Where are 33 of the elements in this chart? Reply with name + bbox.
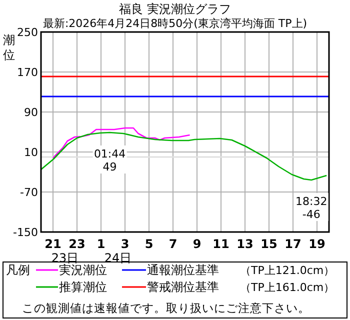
y-tick-label: -70: [20, 186, 38, 199]
text: （TP上161.0cm）: [240, 281, 335, 294]
x-tick-label: 9: [192, 237, 202, 251]
line-series: [40, 132, 328, 181]
chart-title: 福良 実況潮位グラフ: [119, 2, 231, 16]
x-tick-label: 17: [284, 237, 302, 251]
y-tick-label: 10: [24, 146, 38, 159]
y-axis-title: 潮位: [3, 33, 15, 62]
legend-label: 実況潮位: [59, 263, 107, 277]
x-tick-label: 7: [168, 237, 178, 251]
text: この観測値は速報値です。取り扱いにご注意下さい。: [22, 301, 310, 315]
x-tick-label: 19: [308, 237, 326, 251]
text: （TP上121.0cm）: [240, 264, 335, 277]
line-series: [52, 127, 190, 159]
x-tick-label: 11: [212, 237, 230, 251]
chart-subtitle: 最新:2026年4月24日8時50分(東京湾平均海面 TP上): [42, 17, 308, 30]
annotation: 18:32 -46: [296, 195, 328, 221]
legend-label: 警戒潮位基準: [147, 280, 219, 294]
x-tick-label: 1: [96, 237, 106, 251]
legend-label: 通報潮位基準: [147, 263, 219, 277]
x-tick-label: 3: [120, 237, 130, 251]
legend-label: 推算潮位: [59, 280, 107, 294]
y-tick-label: -150: [13, 226, 38, 239]
x-tick-label: 5: [144, 237, 154, 251]
x-tick-label: 15: [260, 237, 278, 251]
legend-title: 凡例: [6, 263, 30, 277]
y-tick-label: 250: [17, 26, 38, 39]
y-tick-label: 170: [17, 66, 38, 79]
x-tick-label: 21: [44, 237, 62, 251]
y-tick-label: 90: [24, 106, 38, 119]
x-tick-label: 23: [68, 237, 86, 251]
x-tick-label: 13: [236, 237, 254, 251]
annotation: 01:44 49: [94, 148, 126, 174]
